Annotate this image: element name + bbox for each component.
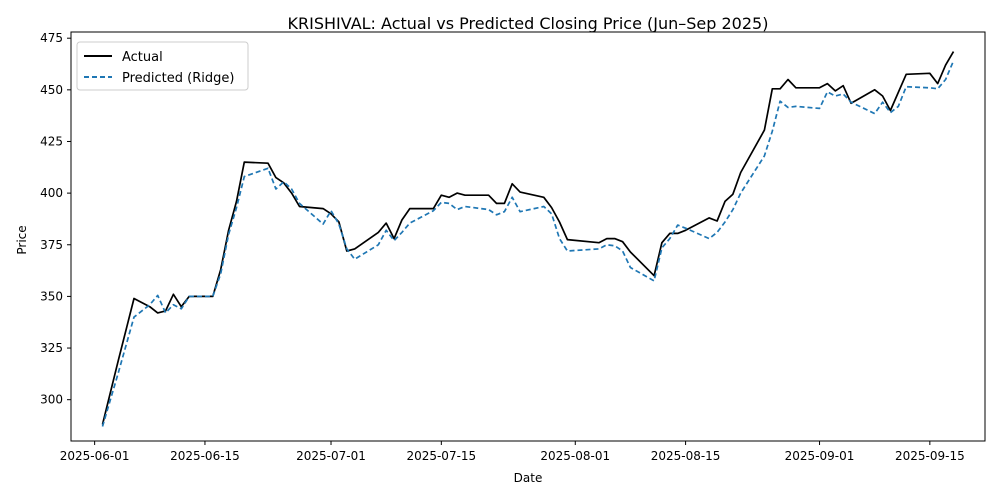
y-tick-label: 300: [40, 393, 63, 407]
y-tick-label: 350: [40, 289, 63, 303]
y-axis-label: Price: [15, 225, 29, 254]
plot-frame: [70, 31, 986, 442]
x-tick-label: 2025-07-15: [406, 449, 476, 463]
x-axis-label: Date: [514, 471, 543, 485]
legend: Actual Predicted (Ridge): [76, 41, 249, 91]
y-tick-label: 325: [40, 341, 63, 355]
y-tick-label: 425: [40, 134, 63, 148]
series-layer: [101, 51, 955, 427]
series-line-predicted: [101, 60, 955, 427]
y-tick-label: 375: [40, 238, 63, 252]
legend-label-predicted: Predicted (Ridge): [122, 71, 234, 86]
x-tick-label: 2025-09-01: [785, 449, 855, 463]
legend-label-actual: Actual: [122, 50, 163, 65]
axis-ticks: 2025-06-01 2025-06-15 2025-07-01 2025-07-15…: [40, 31, 965, 463]
x-tick-label: 2025-06-01: [60, 449, 130, 463]
legend-box: [76, 41, 249, 91]
y-tick-label: 475: [40, 31, 63, 45]
x-tick-label: 2025-07-01: [296, 449, 366, 463]
plot-area: [70, 31, 986, 442]
series-line-actual: [101, 51, 955, 425]
chart-title: KRISHIVAL: Actual vs Predicted Closing P…: [288, 14, 769, 33]
x-tick-label: 2025-09-15: [895, 449, 965, 463]
y-tick-label: 400: [40, 186, 63, 200]
x-tick-label: 2025-08-15: [651, 449, 721, 463]
x-tick-label: 2025-06-15: [170, 449, 240, 463]
x-tick-label: 2025-08-01: [540, 449, 610, 463]
y-tick-label: 450: [40, 83, 63, 97]
